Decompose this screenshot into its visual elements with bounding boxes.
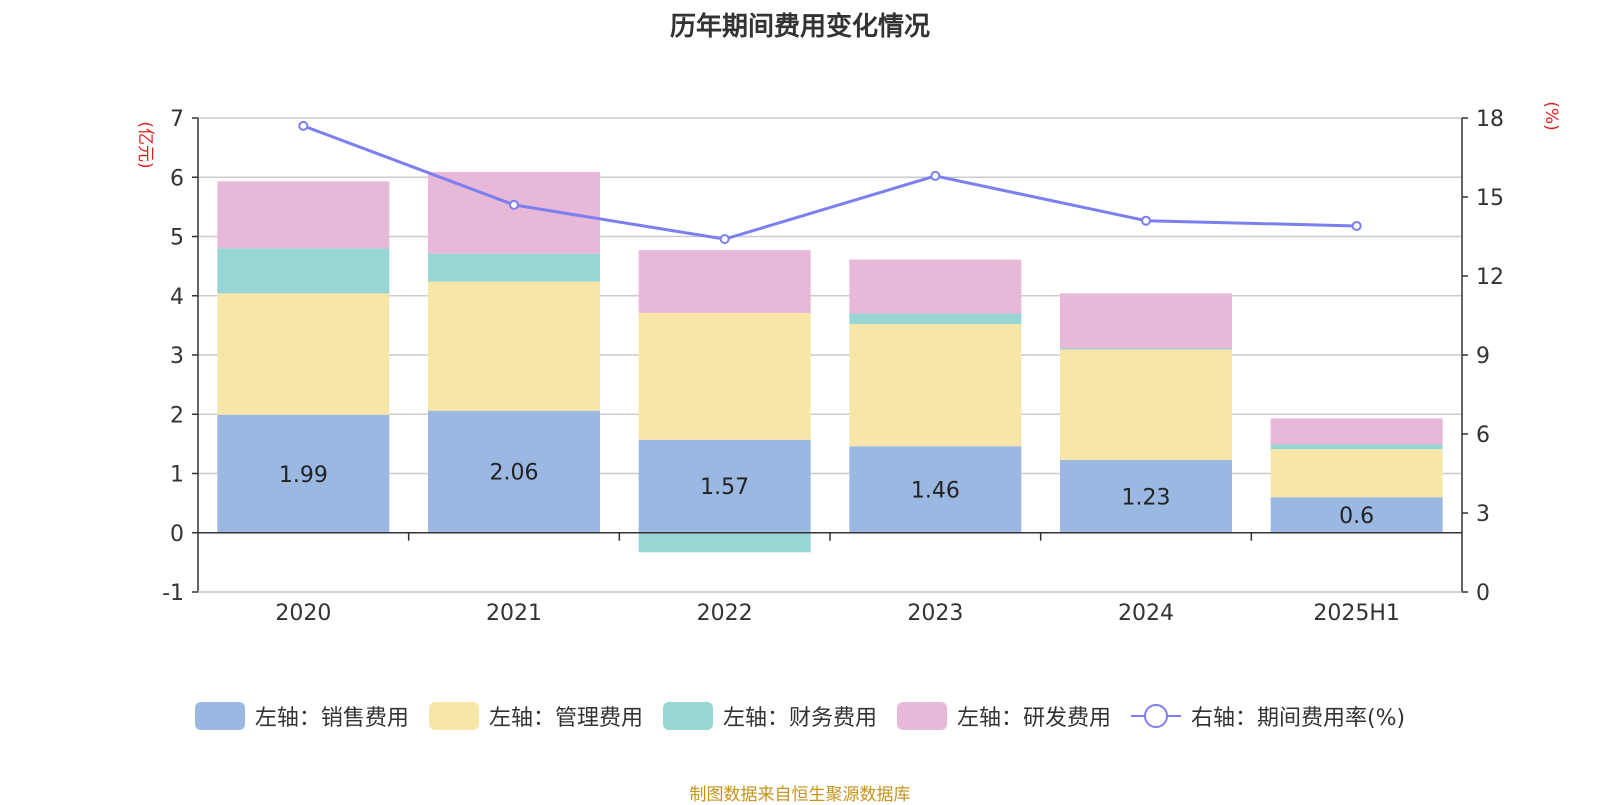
bar-segment[interactable] (849, 324, 1022, 447)
bar-segment[interactable] (217, 414, 390, 533)
bar-segment[interactable] (1270, 418, 1443, 445)
legend-swatch-sales (194, 702, 245, 730)
right-axis-tick-label: 6 (1476, 423, 1490, 448)
right-axis-tick-label: 9 (1476, 344, 1490, 369)
legend-item-finance[interactable]: 左轴：财务费用 (662, 700, 877, 732)
left-axis-tick-label: 4 (170, 285, 184, 310)
bar-layer (217, 171, 1443, 553)
rate-line (302, 124, 1357, 241)
rate-line-layer (298, 120, 1362, 245)
bar-segment[interactable] (638, 532, 811, 553)
legend-item-rnd[interactable]: 左轴：研发费用 (896, 700, 1111, 732)
left-axis-tick-label: -1 (162, 581, 184, 606)
bar-segment[interactable] (638, 439, 811, 533)
legend-label-finance: 左轴：财务费用 (722, 706, 877, 731)
left-axis-tick-label: 3 (170, 344, 184, 369)
bar-segment[interactable] (1060, 459, 1232, 533)
legend-swatch-finance (662, 702, 713, 730)
x-axis-tick-label: 2024 (1118, 601, 1174, 626)
rate-point[interactable] (719, 234, 730, 245)
bar-segment[interactable] (849, 313, 1022, 325)
rate-point[interactable] (298, 120, 309, 131)
legend-swatch-rate-line-icon (1130, 702, 1181, 730)
bar-data-label: 2.06 (490, 461, 539, 486)
right-axis-tick-label: 18 (1476, 107, 1504, 132)
x-axis-tick-label: 2023 (907, 601, 963, 626)
left-axis-tick-label: 2 (170, 403, 184, 428)
legend-item-sales[interactable]: 左轴：销售费用 (194, 700, 409, 732)
left-axis-tick-label: 6 (170, 166, 184, 191)
x-axis-tick-label: 2022 (697, 601, 753, 626)
bar-segment[interactable] (217, 181, 390, 249)
legend-item-admin[interactable]: 左轴：管理费用 (428, 700, 643, 732)
bar-segment[interactable] (638, 250, 811, 313)
bar-segment[interactable] (1060, 293, 1232, 349)
bar-segment[interactable] (428, 171, 600, 254)
right-axis-tick-label: 12 (1476, 265, 1504, 290)
data-labels: 1.99 2.06 1.57 1.46 1.23 0.6 (279, 461, 1374, 529)
right-axis-tick-label: 3 (1476, 502, 1490, 527)
left-axis-unit: (亿元) (135, 121, 155, 168)
legend-swatch-admin (428, 702, 479, 730)
bar-segment[interactable] (217, 293, 390, 415)
legend-swatch-rnd (896, 702, 947, 730)
bar-data-label: 1.23 (1122, 485, 1171, 510)
legend-label-rnd: 左轴：研发费用 (956, 706, 1111, 731)
x-axis-tick-label: 2025H1 (1313, 601, 1400, 626)
bar-segment[interactable] (1060, 348, 1232, 350)
legend-label-rate: 右轴：期间费用率(%) (1190, 706, 1406, 731)
bar-segment[interactable] (428, 281, 600, 411)
bar-data-label: 1.99 (279, 463, 328, 488)
chart-title: 历年期间费用变化情况 (669, 12, 930, 42)
left-axis-tick-label: 0 (170, 522, 184, 547)
x-axis-tick-label: 2021 (486, 601, 542, 626)
legend: 左轴：销售费用 左轴：管理费用 左轴：财务费用 左轴：研发费用 右轴：期间费用率… (0, 700, 1600, 732)
x-axis-tick-label: 2020 (275, 601, 331, 626)
bar-segment[interactable] (1270, 449, 1443, 498)
bar-data-label: 1.57 (700, 475, 749, 500)
bar-segment[interactable] (1270, 444, 1443, 450)
bar-segment[interactable] (428, 410, 600, 533)
left-axis-tick-label: 5 (170, 226, 184, 251)
bar-segment[interactable] (638, 312, 811, 440)
right-axis-tick-label: 0 (1476, 581, 1490, 606)
bar-segment[interactable] (1270, 497, 1443, 533)
right-axis-unit: (%) (1541, 101, 1561, 130)
bar-segment[interactable] (849, 259, 1022, 314)
legend-label-admin: 左轴：管理费用 (488, 706, 643, 731)
bar-segment[interactable] (1060, 349, 1232, 460)
left-axis-tick-label: 1 (170, 463, 184, 488)
source-note: 制图数据来自恒生聚源数据库 (689, 785, 911, 805)
left-axis-tick-label: 7 (170, 107, 184, 132)
rate-point[interactable] (930, 170, 941, 181)
rate-point[interactable] (1351, 220, 1362, 231)
bar-segment[interactable] (217, 248, 390, 294)
bar-data-label: 1.46 (911, 478, 960, 503)
legend-item-rate[interactable]: 右轴：期间费用率(%) (1130, 700, 1406, 732)
bar-segment[interactable] (849, 446, 1022, 533)
bar-segment[interactable] (428, 253, 600, 282)
legend-label-sales: 左轴：销售费用 (254, 706, 409, 731)
bar-data-label: 0.6 (1339, 504, 1374, 529)
rate-point[interactable] (1141, 215, 1151, 226)
right-axis-tick-label: 15 (1476, 186, 1504, 211)
rate-point[interactable] (509, 199, 519, 210)
